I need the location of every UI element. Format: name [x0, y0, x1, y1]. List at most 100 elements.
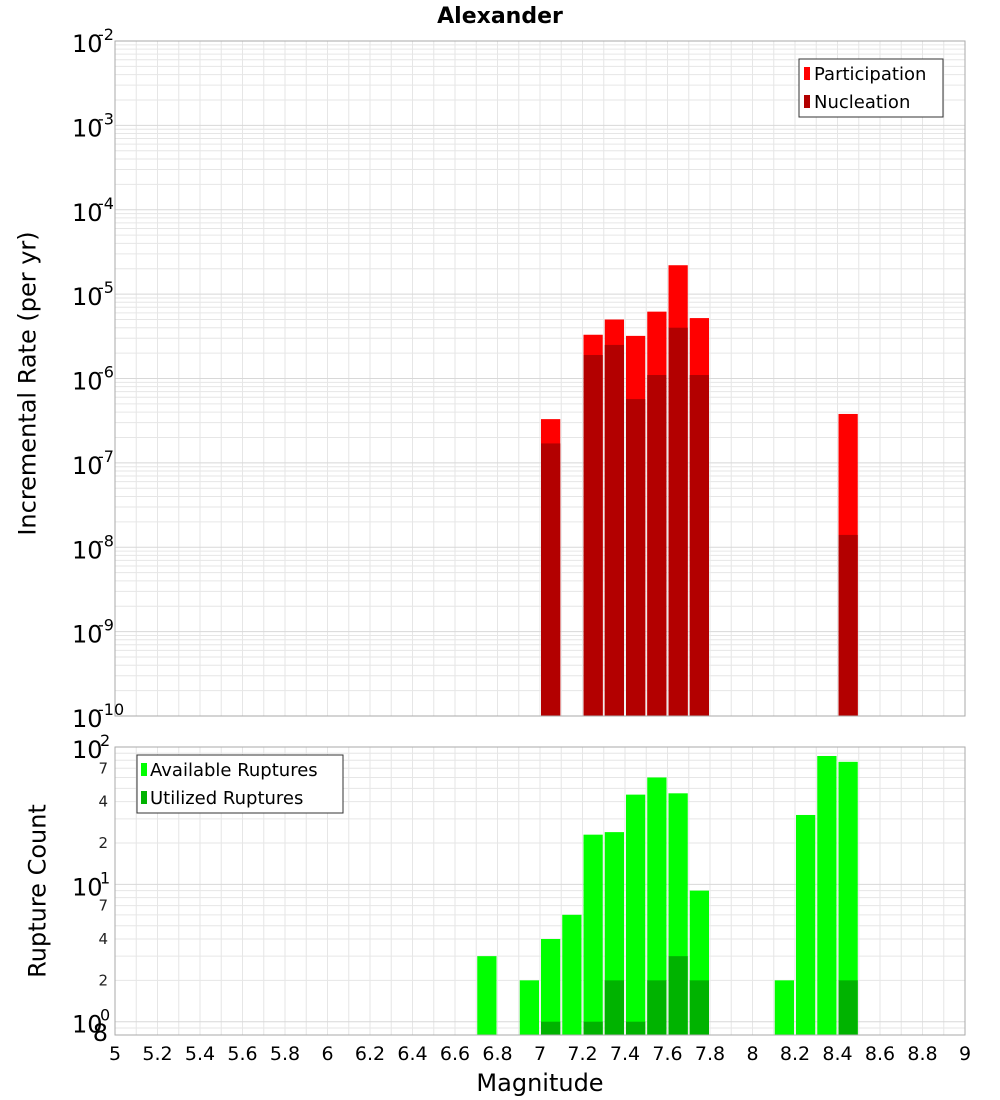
y-tick-exponent: 0 [100, 1006, 110, 1025]
x-tick-label: 9 [959, 1043, 971, 1065]
top-legend: Participation Nucleation [798, 58, 944, 118]
x-tick-label: 6.6 [440, 1043, 470, 1065]
y-tick-label: 10 [72, 873, 103, 901]
x-tick-label: 7.8 [695, 1043, 725, 1065]
utilized-ruptures-bar [541, 1021, 561, 1035]
nucleation-bar [838, 534, 858, 716]
x-tick-label: 6 [321, 1043, 333, 1065]
utilized-ruptures-bar [583, 1021, 603, 1035]
y-tick-exponent: -9 [98, 616, 114, 635]
utilized-ruptures-bar [647, 980, 667, 1035]
x-axis-label: Magnitude [476, 1069, 603, 1097]
x-tick-label: 5 [109, 1043, 121, 1065]
x-tick-label: 6.4 [397, 1043, 427, 1065]
y-tick-exponent: -4 [98, 194, 114, 213]
bottom-legend: Available Ruptures Utilized Ruptures [136, 754, 344, 814]
nucleation-bar [689, 375, 709, 716]
y-tick-label: 10 [72, 368, 103, 396]
y-tick-exponent: 2 [100, 731, 110, 750]
y-tick-exponent: -6 [98, 363, 114, 382]
utilized-ruptures-bar [668, 956, 688, 1035]
y-tick-exponent: -2 [98, 25, 114, 44]
nucleation-bar [668, 327, 688, 716]
x-tick-label: 8.4 [822, 1043, 852, 1065]
available-ruptures-bar [817, 755, 837, 1035]
x-tick-label: 7 [534, 1043, 546, 1065]
utilized-ruptures-bar [604, 980, 624, 1035]
top-panel-bars [541, 265, 858, 716]
top-panel-grid [114, 41, 966, 717]
x-tick-label: 8.2 [780, 1043, 810, 1065]
available-ruptures-bar [541, 939, 561, 1035]
available-ruptures-bar [647, 777, 667, 1035]
y-tick-label: 10 [72, 621, 103, 649]
nucleation-bar [583, 354, 603, 716]
y-tick-label: 10 [72, 114, 103, 142]
bottom-panel-bars [477, 755, 858, 1035]
y-tick-exponent: -8 [98, 531, 114, 550]
x-tick-label: 8.8 [907, 1043, 937, 1065]
y-minor-tick-label: 4 [98, 793, 108, 811]
nucleation-bar [626, 399, 646, 716]
x-tick-label: 6.2 [355, 1043, 385, 1065]
y-tick-label: 10 [72, 705, 103, 733]
bottom-legend-box [136, 754, 344, 814]
x-axis-ticks: 5 5.2 5.4 5.6 5.8 6 6.2 6.4 6.6 6.8 7 7.2 7.4 7.6 7.8 8… [109, 1043, 971, 1065]
nucleation-legend-label: Nucleation [814, 92, 910, 113]
y-tick-exponent: -5 [98, 278, 114, 297]
nucleation-bar [647, 375, 667, 716]
y-minor-tick-label: 8 [93, 1019, 108, 1047]
y-tick-exponent: -7 [98, 447, 114, 466]
participation-legend-swatch [804, 67, 810, 80]
y-tick-exponent: -3 [98, 109, 114, 128]
available-ruptures-bar [477, 956, 497, 1035]
bottom-y-axis-label: Rupture Count [23, 804, 51, 978]
nucleation-legend-swatch [804, 95, 810, 108]
bottom-panel-frame [114, 746, 966, 1036]
nucleation-bar [541, 443, 561, 716]
available-legend-label: Available Ruptures [150, 760, 318, 781]
available-ruptures-bar [796, 814, 816, 1035]
available-ruptures-bar [562, 914, 582, 1035]
x-tick-label: 8.6 [865, 1043, 895, 1065]
utilized-ruptures-bar [838, 980, 858, 1035]
y-tick-label: 10 [72, 283, 103, 311]
x-tick-label: 6.8 [482, 1043, 512, 1065]
top-legend-box [798, 58, 944, 118]
nucleation-bar [604, 344, 624, 716]
available-ruptures-bar [838, 761, 858, 1035]
x-tick-label: 7.4 [610, 1043, 640, 1065]
available-ruptures-bar [774, 980, 794, 1035]
y-tick-label: 10 [72, 1011, 103, 1039]
x-tick-label: 5.8 [270, 1043, 300, 1065]
utilized-legend-swatch [141, 791, 147, 804]
x-tick-label: 5.2 [142, 1043, 172, 1065]
y-tick-label: 10 [72, 452, 103, 480]
x-tick-label: 5.4 [185, 1043, 215, 1065]
utilized-ruptures-bar [689, 980, 709, 1035]
y-tick-exponent: 1 [100, 868, 110, 887]
y-minor-tick-label: 7 [98, 759, 108, 777]
y-minor-tick-label: 7 [98, 897, 108, 915]
available-ruptures-bar [519, 980, 539, 1035]
y-tick-label: 10 [72, 736, 103, 764]
available-ruptures-bar [626, 794, 646, 1035]
participation-legend-label: Participation [814, 64, 926, 85]
utilized-legend-label: Utilized Ruptures [150, 788, 303, 809]
chart-title: Alexander [437, 4, 563, 29]
x-tick-label: 5.6 [227, 1043, 257, 1065]
y-tick-exponent: -10 [98, 700, 124, 719]
y-tick-label: 10 [72, 30, 103, 58]
y-tick-label: 10 [72, 536, 103, 564]
y-tick-label: 10 [72, 199, 103, 227]
available-legend-swatch [141, 763, 147, 776]
y-minor-tick-label: 2 [98, 834, 108, 852]
top-panel-frame [114, 40, 966, 717]
top-y-axis-label: Incremental Rate (per yr) [13, 231, 41, 535]
utilized-ruptures-bar [626, 1021, 646, 1035]
x-tick-label: 7.2 [567, 1043, 597, 1065]
x-tick-label: 8 [746, 1043, 758, 1065]
y-minor-tick-label: 4 [98, 930, 108, 948]
